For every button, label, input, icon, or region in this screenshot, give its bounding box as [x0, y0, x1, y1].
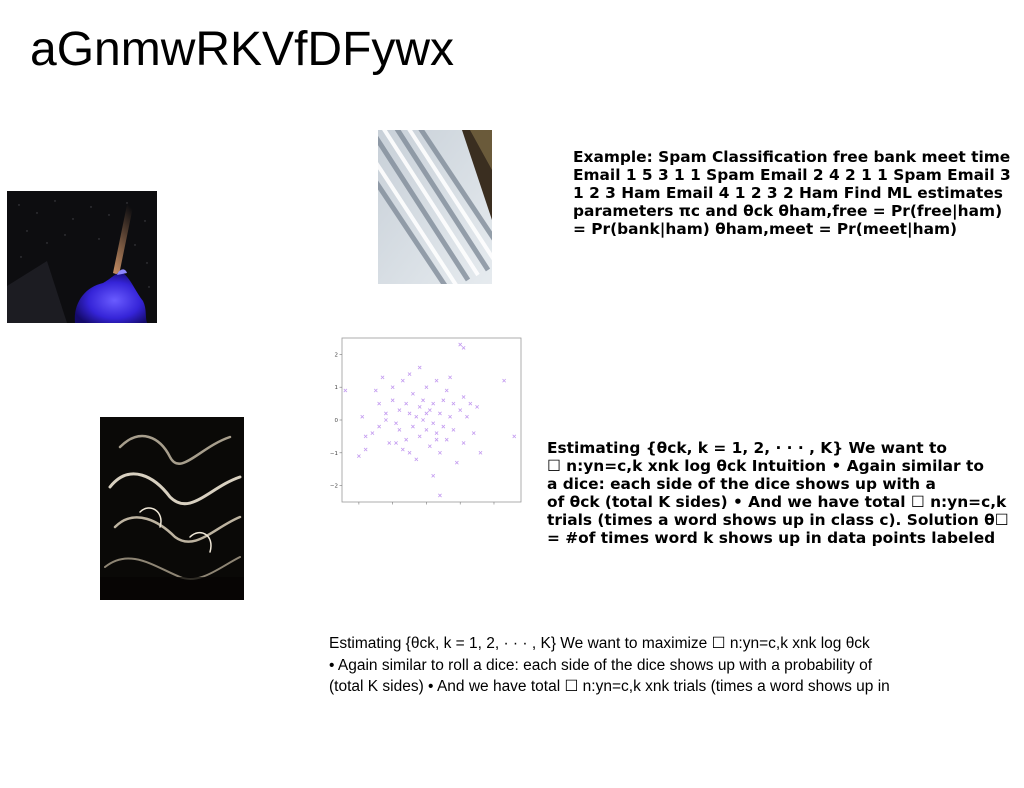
- y-tick-label: 2: [335, 352, 339, 358]
- scatter-point: [468, 401, 473, 406]
- scatter-point: [357, 454, 361, 458]
- scatter-point: [404, 437, 409, 442]
- scatter-point: [427, 444, 432, 449]
- scatter-point: [512, 434, 517, 439]
- y-tick-label: −2: [330, 484, 338, 490]
- scatter-point: [421, 398, 425, 403]
- text-line: • Again similar to roll a dice: each sid…: [329, 656, 873, 674]
- text-line: of θck (total K sides) • And we have tot…: [547, 493, 1007, 511]
- scatter-point: [434, 431, 439, 436]
- scatter-point: [448, 414, 452, 419]
- scatter-point: [427, 408, 432, 413]
- text-line: = #of times word k shows up in data poin…: [547, 529, 996, 547]
- scatter-point: [390, 385, 395, 390]
- scatter-point: [441, 424, 446, 429]
- scatter-point: [417, 365, 422, 370]
- text-line: ☐ n:yn=c,k xnk log θck Intuition • Again…: [547, 457, 984, 475]
- night-sky-blue-rock-photo: [7, 191, 157, 323]
- y-tick-label: 0: [335, 418, 339, 424]
- text-line: Estimating {θck, k = 1, 2, · · · , K} We…: [329, 635, 870, 652]
- scatter-point: [411, 391, 415, 396]
- y-tick-label: −1: [330, 451, 338, 457]
- estimating-bold-text: Estimating {θck, k = 1, 2, · · · , K} We…: [547, 439, 1009, 547]
- scatter-point: [502, 378, 506, 383]
- scatter-point: [434, 437, 439, 442]
- scatter-chart: −2−1012210−1−2: [330, 334, 526, 506]
- text-line: 1 2 3 Ham Email 4 1 2 3 2 Ham Find ML es…: [573, 184, 1003, 202]
- scatter-point: [407, 450, 412, 455]
- scatter-point: [478, 450, 483, 455]
- text-line: (total K sides) • And we have total ☐ n:…: [329, 678, 890, 695]
- scatter-point: [458, 408, 463, 413]
- scatter-point: [438, 493, 442, 498]
- scatter-point: [411, 424, 415, 429]
- scatter-point: [407, 411, 412, 416]
- page-title: aGnmwRKVfDFywx: [30, 23, 455, 76]
- scatter-point: [424, 411, 429, 416]
- text-line: Email 1 5 3 1 1 Spam Email 2 4 2 1 1 Spa…: [573, 166, 1011, 184]
- text-line: a dice: each side of the dice shows up w…: [547, 475, 936, 493]
- scatter-point: [458, 342, 463, 347]
- scatter-plot-svg: −2−1012210−1−2: [330, 337, 522, 505]
- scatter-point: [448, 375, 452, 380]
- scatter-point: [373, 388, 378, 393]
- scatter-point: [384, 411, 388, 416]
- scatter-point: [377, 401, 382, 406]
- scatter-point: [417, 434, 422, 439]
- scatter-point: [424, 427, 429, 432]
- scatter-point: [461, 395, 466, 399]
- scatter-point: [407, 372, 412, 376]
- scatter-point: [400, 447, 405, 452]
- scatter-point: [414, 457, 419, 462]
- scatter-point: [387, 441, 392, 445]
- scatter-point: [444, 437, 449, 442]
- scatter-point: [343, 388, 348, 393]
- scatter-point: [363, 434, 368, 439]
- scatter-point: [438, 411, 442, 416]
- scatter-point: [394, 421, 398, 426]
- scatter-point: [363, 447, 368, 452]
- scatter-point: [434, 378, 439, 383]
- scatter-point: [400, 378, 405, 383]
- scatter-point: [471, 431, 476, 436]
- scatter-point: [441, 398, 446, 403]
- text-line: = Pr(bank|ham) θham,meet = Pr(meet|ham): [573, 220, 958, 238]
- scatter-point: [397, 427, 402, 432]
- scatter-point: [461, 345, 466, 350]
- scatter-point: [431, 473, 436, 478]
- scatter-point: [431, 421, 436, 426]
- scatter-point: [370, 431, 375, 436]
- white-slanted-architecture-photo: [378, 130, 492, 284]
- scatter-point: [461, 441, 466, 445]
- scatter-point: [438, 450, 442, 455]
- text-line: parameters πc and θck θham,free = Pr(fre…: [573, 202, 1003, 220]
- scatter-point: [384, 418, 388, 422]
- scatter-point: [444, 388, 449, 393]
- scatter-point: [454, 460, 459, 465]
- scatter-point: [451, 401, 456, 406]
- scatter-point: [390, 398, 395, 403]
- text-line: trials (times a word shows up in class c…: [547, 511, 1009, 529]
- y-tick-label: 1: [335, 385, 339, 391]
- text-line: Example: Spam Classification free bank m…: [573, 148, 1011, 166]
- scatter-point: [475, 404, 479, 409]
- scatter-point: [360, 414, 365, 419]
- scatter-point: [424, 385, 429, 390]
- scatter-point: [421, 418, 425, 422]
- scatter-point: [380, 375, 385, 380]
- scatter-point: [414, 414, 419, 419]
- scatter-point: [431, 401, 436, 406]
- dark-abstract-swirl-photo: [100, 417, 244, 600]
- scatter-point: [394, 441, 398, 445]
- scatter-point: [404, 401, 409, 406]
- scatter-point: [465, 414, 469, 419]
- estimating-plain-text: Estimating {θck, k = 1, 2, · · · , K} We…: [329, 633, 890, 698]
- scatter-point: [451, 427, 456, 432]
- plot-frame: [341, 337, 522, 503]
- text-line: Estimating {θck, k = 1, 2, · · · , K} We…: [547, 439, 947, 457]
- scatter-point: [397, 408, 402, 413]
- scatter-point: [417, 404, 422, 409]
- scatter-point: [377, 424, 382, 429]
- spam-example-text: Example: Spam Classification free bank m…: [573, 148, 1011, 238]
